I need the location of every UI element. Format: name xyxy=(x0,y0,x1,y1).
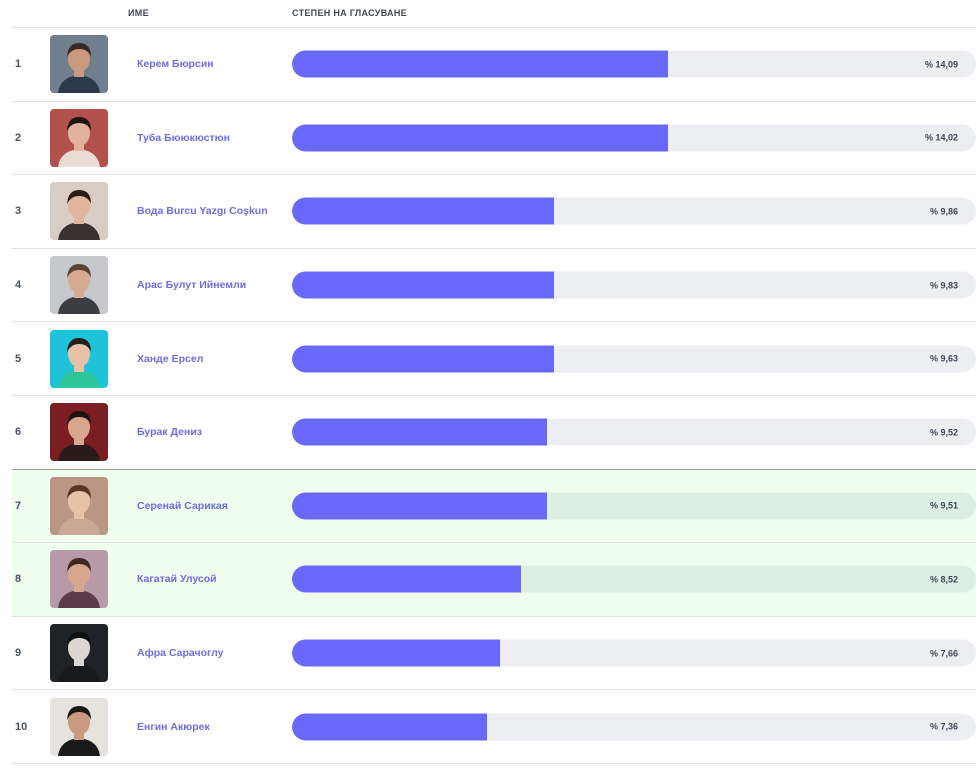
vote-bar-fill xyxy=(292,639,500,667)
table-row: 3 Вода Burcu Yazgı Coşkun % 9,86 xyxy=(12,175,976,249)
table-header: ИМЕ СТЕПЕН НА ГЛАСУВАНЕ xyxy=(12,0,976,28)
vote-bar-fill xyxy=(292,197,554,225)
avatar[interactable] xyxy=(50,476,108,535)
vote-percentage: % 14,02 xyxy=(924,132,958,143)
person-name-link[interactable]: Арас Булут Ийнемли xyxy=(137,279,247,292)
person-photo-icon xyxy=(50,476,108,535)
vote-bar-track: % 14,02 xyxy=(292,124,976,152)
vote-bar-track: % 9,63 xyxy=(292,345,976,373)
vote-bar-fill xyxy=(292,565,522,593)
table-row: 5 Ханде Ерсел % 9,63 xyxy=(12,322,976,396)
avatar[interactable] xyxy=(50,624,108,683)
avatar[interactable] xyxy=(50,108,108,167)
rank-number: 1 xyxy=(15,58,22,71)
vote-percentage: % 7,66 xyxy=(929,648,958,659)
vote-percentage: % 9,63 xyxy=(929,353,958,364)
vote-bar-track: % 7,36 xyxy=(292,713,976,741)
person-name-link[interactable]: Керем Бюрсин xyxy=(137,58,214,71)
rank-number: 7 xyxy=(15,499,22,512)
person-photo-icon xyxy=(50,697,108,756)
vote-bar-track: % 9,51 xyxy=(292,492,976,520)
table-row: 2 Туба Бююкюстюн % 14,02 xyxy=(12,102,976,176)
person-photo-icon xyxy=(50,550,108,609)
vote-bar-track: % 9,52 xyxy=(292,418,976,446)
person-name-link[interactable]: Туба Бююкюстюн xyxy=(137,131,230,144)
avatar[interactable] xyxy=(50,256,108,315)
person-photo-icon xyxy=(50,108,108,167)
rank-number: 8 xyxy=(15,573,22,586)
avatar[interactable] xyxy=(50,697,108,756)
person-name-link[interactable]: Бурак Дениз xyxy=(137,426,202,439)
person-name-link[interactable]: Вода Burcu Yazgı Coşkun xyxy=(137,205,268,218)
vote-bar-fill xyxy=(292,124,669,152)
person-photo-icon xyxy=(50,624,108,683)
avatar[interactable] xyxy=(50,182,108,241)
rank-number: 2 xyxy=(15,131,22,144)
person-name-link[interactable]: Серенай Сарикая xyxy=(137,499,228,512)
vote-bar-fill xyxy=(292,271,554,299)
vote-percentage: % 9,52 xyxy=(929,427,958,438)
person-photo-icon xyxy=(50,403,108,462)
rating-column-header: СТЕПЕН НА ГЛАСУВАНЕ xyxy=(292,8,407,18)
vote-bar-track: % 7,66 xyxy=(292,639,976,667)
avatar[interactable] xyxy=(50,550,108,609)
vote-bar-fill xyxy=(292,50,669,78)
person-name-link[interactable]: Кагатай Улусой xyxy=(137,573,217,586)
person-name-link[interactable]: Афра Сарачоглу xyxy=(137,647,224,660)
vote-bar-track: % 8,52 xyxy=(292,565,976,593)
table-row: 8 Кагатай Улусой % 8,52 xyxy=(12,543,976,617)
rank-number: 10 xyxy=(15,720,28,733)
person-photo-icon xyxy=(50,329,108,388)
rank-number: 9 xyxy=(15,647,22,660)
avatar[interactable] xyxy=(50,35,108,94)
table-row: 7 Серенай Сарикая % 9,51 xyxy=(12,469,976,544)
person-photo-icon xyxy=(50,182,108,241)
rank-number: 3 xyxy=(15,205,22,218)
rank-number: 4 xyxy=(15,279,22,292)
vote-percentage: % 14,09 xyxy=(924,59,958,70)
vote-bar-fill xyxy=(292,345,554,373)
rank-number: 6 xyxy=(15,426,22,439)
table-row: 4 Арас Булут Ийнемли % 9,83 xyxy=(12,249,976,323)
table-row: 6 Бурак Дениз % 9,52 xyxy=(12,396,976,470)
vote-percentage: % 9,51 xyxy=(929,500,958,511)
vote-percentage: % 9,86 xyxy=(929,206,958,217)
person-photo-icon xyxy=(50,35,108,94)
person-name-link[interactable]: Енгин Акюрек xyxy=(137,720,210,733)
table-row: 10 Енгин Акюрек % 7,36 xyxy=(12,690,976,764)
vote-bar-track: % 9,86 xyxy=(292,197,976,225)
person-photo-icon xyxy=(50,256,108,315)
avatar[interactable] xyxy=(50,403,108,462)
vote-percentage: % 8,52 xyxy=(929,574,958,585)
vote-bar-track: % 9,83 xyxy=(292,271,976,299)
vote-bar-track: % 14,09 xyxy=(292,50,976,78)
table-row: 1 Керем Бюрсин % 14,09 xyxy=(12,28,976,102)
table-row: 9 Афра Сарачоглу % 7,66 xyxy=(12,617,976,691)
vote-percentage: % 7,36 xyxy=(929,721,958,732)
vote-bar-fill xyxy=(292,492,548,520)
name-column-header: ИМЕ xyxy=(128,8,149,18)
rank-number: 5 xyxy=(15,352,22,365)
vote-bar-fill xyxy=(292,713,487,741)
vote-bar-fill xyxy=(292,418,548,446)
vote-percentage: % 9,83 xyxy=(929,280,958,291)
avatar[interactable] xyxy=(50,329,108,388)
person-name-link[interactable]: Ханде Ерсел xyxy=(137,352,204,365)
